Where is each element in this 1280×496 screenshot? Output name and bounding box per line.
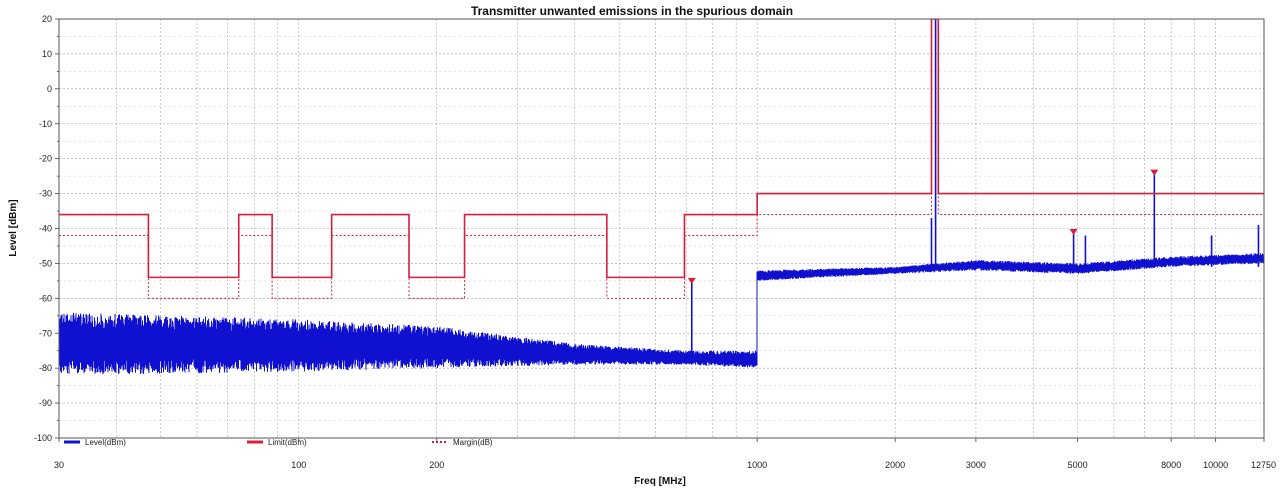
legend: Level(dBm) Limit(dBm) Margin(dB) (64, 438, 493, 447)
y-tick-label: -70 (39, 328, 52, 338)
peak-markers (687, 169, 1159, 284)
y-tick-label: -60 (39, 293, 52, 303)
y-tick-label: -90 (39, 398, 52, 408)
y-tick-label: -80 (39, 363, 52, 373)
grid-lines (59, 18, 1264, 439)
peak-marker (687, 277, 696, 284)
x-tick-label: 2000 (885, 460, 905, 470)
legend-label: Limit(dBm) (268, 438, 307, 447)
x-tick-label: 3000 (966, 460, 986, 470)
x-tick-label: 30 (54, 460, 64, 470)
y-tick-label: 20 (42, 14, 52, 24)
x-tick-label: 8000 (1161, 460, 1181, 470)
x-tick-label: 200 (429, 460, 444, 470)
x-axis-title: Freq [MHz] (634, 476, 686, 487)
y-tick-label: 10 (42, 49, 52, 59)
y-tick-label: -50 (39, 258, 52, 268)
x-axis-ticks: 30 100 200 1000 2000 3000 5000 8000 10000 12750 (54, 438, 1276, 470)
y-tick-label: -40 (39, 224, 52, 234)
x-tick-label: 100 (291, 460, 306, 470)
y-tick-label: -30 (39, 189, 52, 199)
x-tick-label: 12750 (1251, 460, 1276, 470)
y-tick-label: -10 (39, 119, 52, 129)
legend-label: Margin(dB) (453, 438, 493, 447)
y-tick-label: -20 (39, 154, 52, 164)
level-trace (59, 253, 1264, 375)
chart-title: Transmitter unwanted emissions in the sp… (471, 4, 793, 18)
peak-marker (1150, 169, 1159, 176)
y-axis-title: Level [dBm] (8, 199, 19, 256)
y-tick-label: 0 (47, 84, 52, 94)
peak-marker (1069, 228, 1078, 235)
y-tick-label: -100 (34, 433, 52, 443)
legend-label: Level(dBm) (85, 438, 126, 447)
x-tick-label: 5000 (1068, 460, 1088, 470)
x-tick-label: 10000 (1203, 460, 1228, 470)
x-tick-label: 1000 (747, 460, 767, 470)
plot-frame (58, 18, 1265, 439)
limit-line (59, 19, 1264, 279)
series-layer (59, 19, 1264, 375)
y-axis-ticks: 20 10 0 -10 -20 -30 -40 -50 -60 -70 -80 -90 -100 (34, 14, 59, 443)
